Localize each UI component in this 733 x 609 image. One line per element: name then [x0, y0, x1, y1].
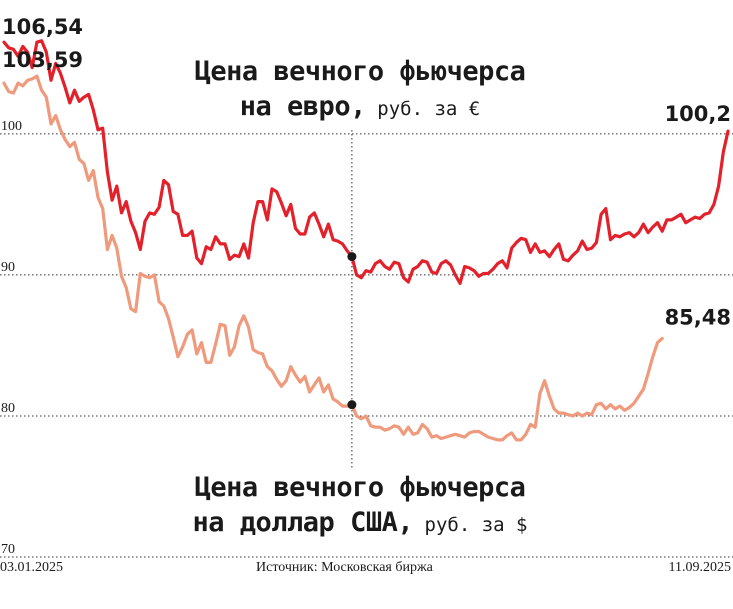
y-tick-label-100: 100 [1, 119, 22, 134]
y-tick-label-80: 80 [1, 401, 15, 416]
title-usd-line2: на доллар США, [192, 507, 414, 538]
grid-layer [0, 130, 733, 558]
value-label-usd-end: 85,48 [665, 305, 731, 329]
line-layer [2, 39, 730, 442]
source-note: Источник: Московская биржа [256, 560, 433, 575]
title-eur-line2: на евро, [239, 91, 367, 122]
title-usd: Цена вечного фьючерса на доллар США, руб… [110, 472, 610, 542]
title-eur-unit: руб. за € [365, 98, 481, 120]
marker-dot-eur [347, 252, 357, 262]
title-eur: Цена вечного фьючерса на евро, руб. за € [110, 56, 610, 126]
value-label-eur-start: 106,54 [2, 15, 83, 39]
series-line-eur [2, 39, 730, 285]
marker-dot-usd [347, 400, 357, 410]
x-end-date: 11.09.2025 [668, 560, 731, 575]
x-start-date: 03.01.2025 [0, 560, 63, 575]
value-label-eur-end: 100,2 [665, 102, 731, 126]
y-tick-label-70: 70 [1, 542, 15, 557]
value-label-usd-start: 103,59 [2, 48, 83, 72]
label-layer: 70 80 90 100 106,54 103,59 100,2 85,48 [1, 15, 731, 557]
series-line-usd [2, 74, 664, 442]
title-usd-unit: руб. за $ [413, 514, 528, 536]
title-usd-line1: Цена вечного фьючерса [194, 472, 526, 503]
y-tick-label-90: 90 [1, 260, 15, 275]
title-eur-line1: Цена вечного фьючерса [194, 56, 526, 87]
